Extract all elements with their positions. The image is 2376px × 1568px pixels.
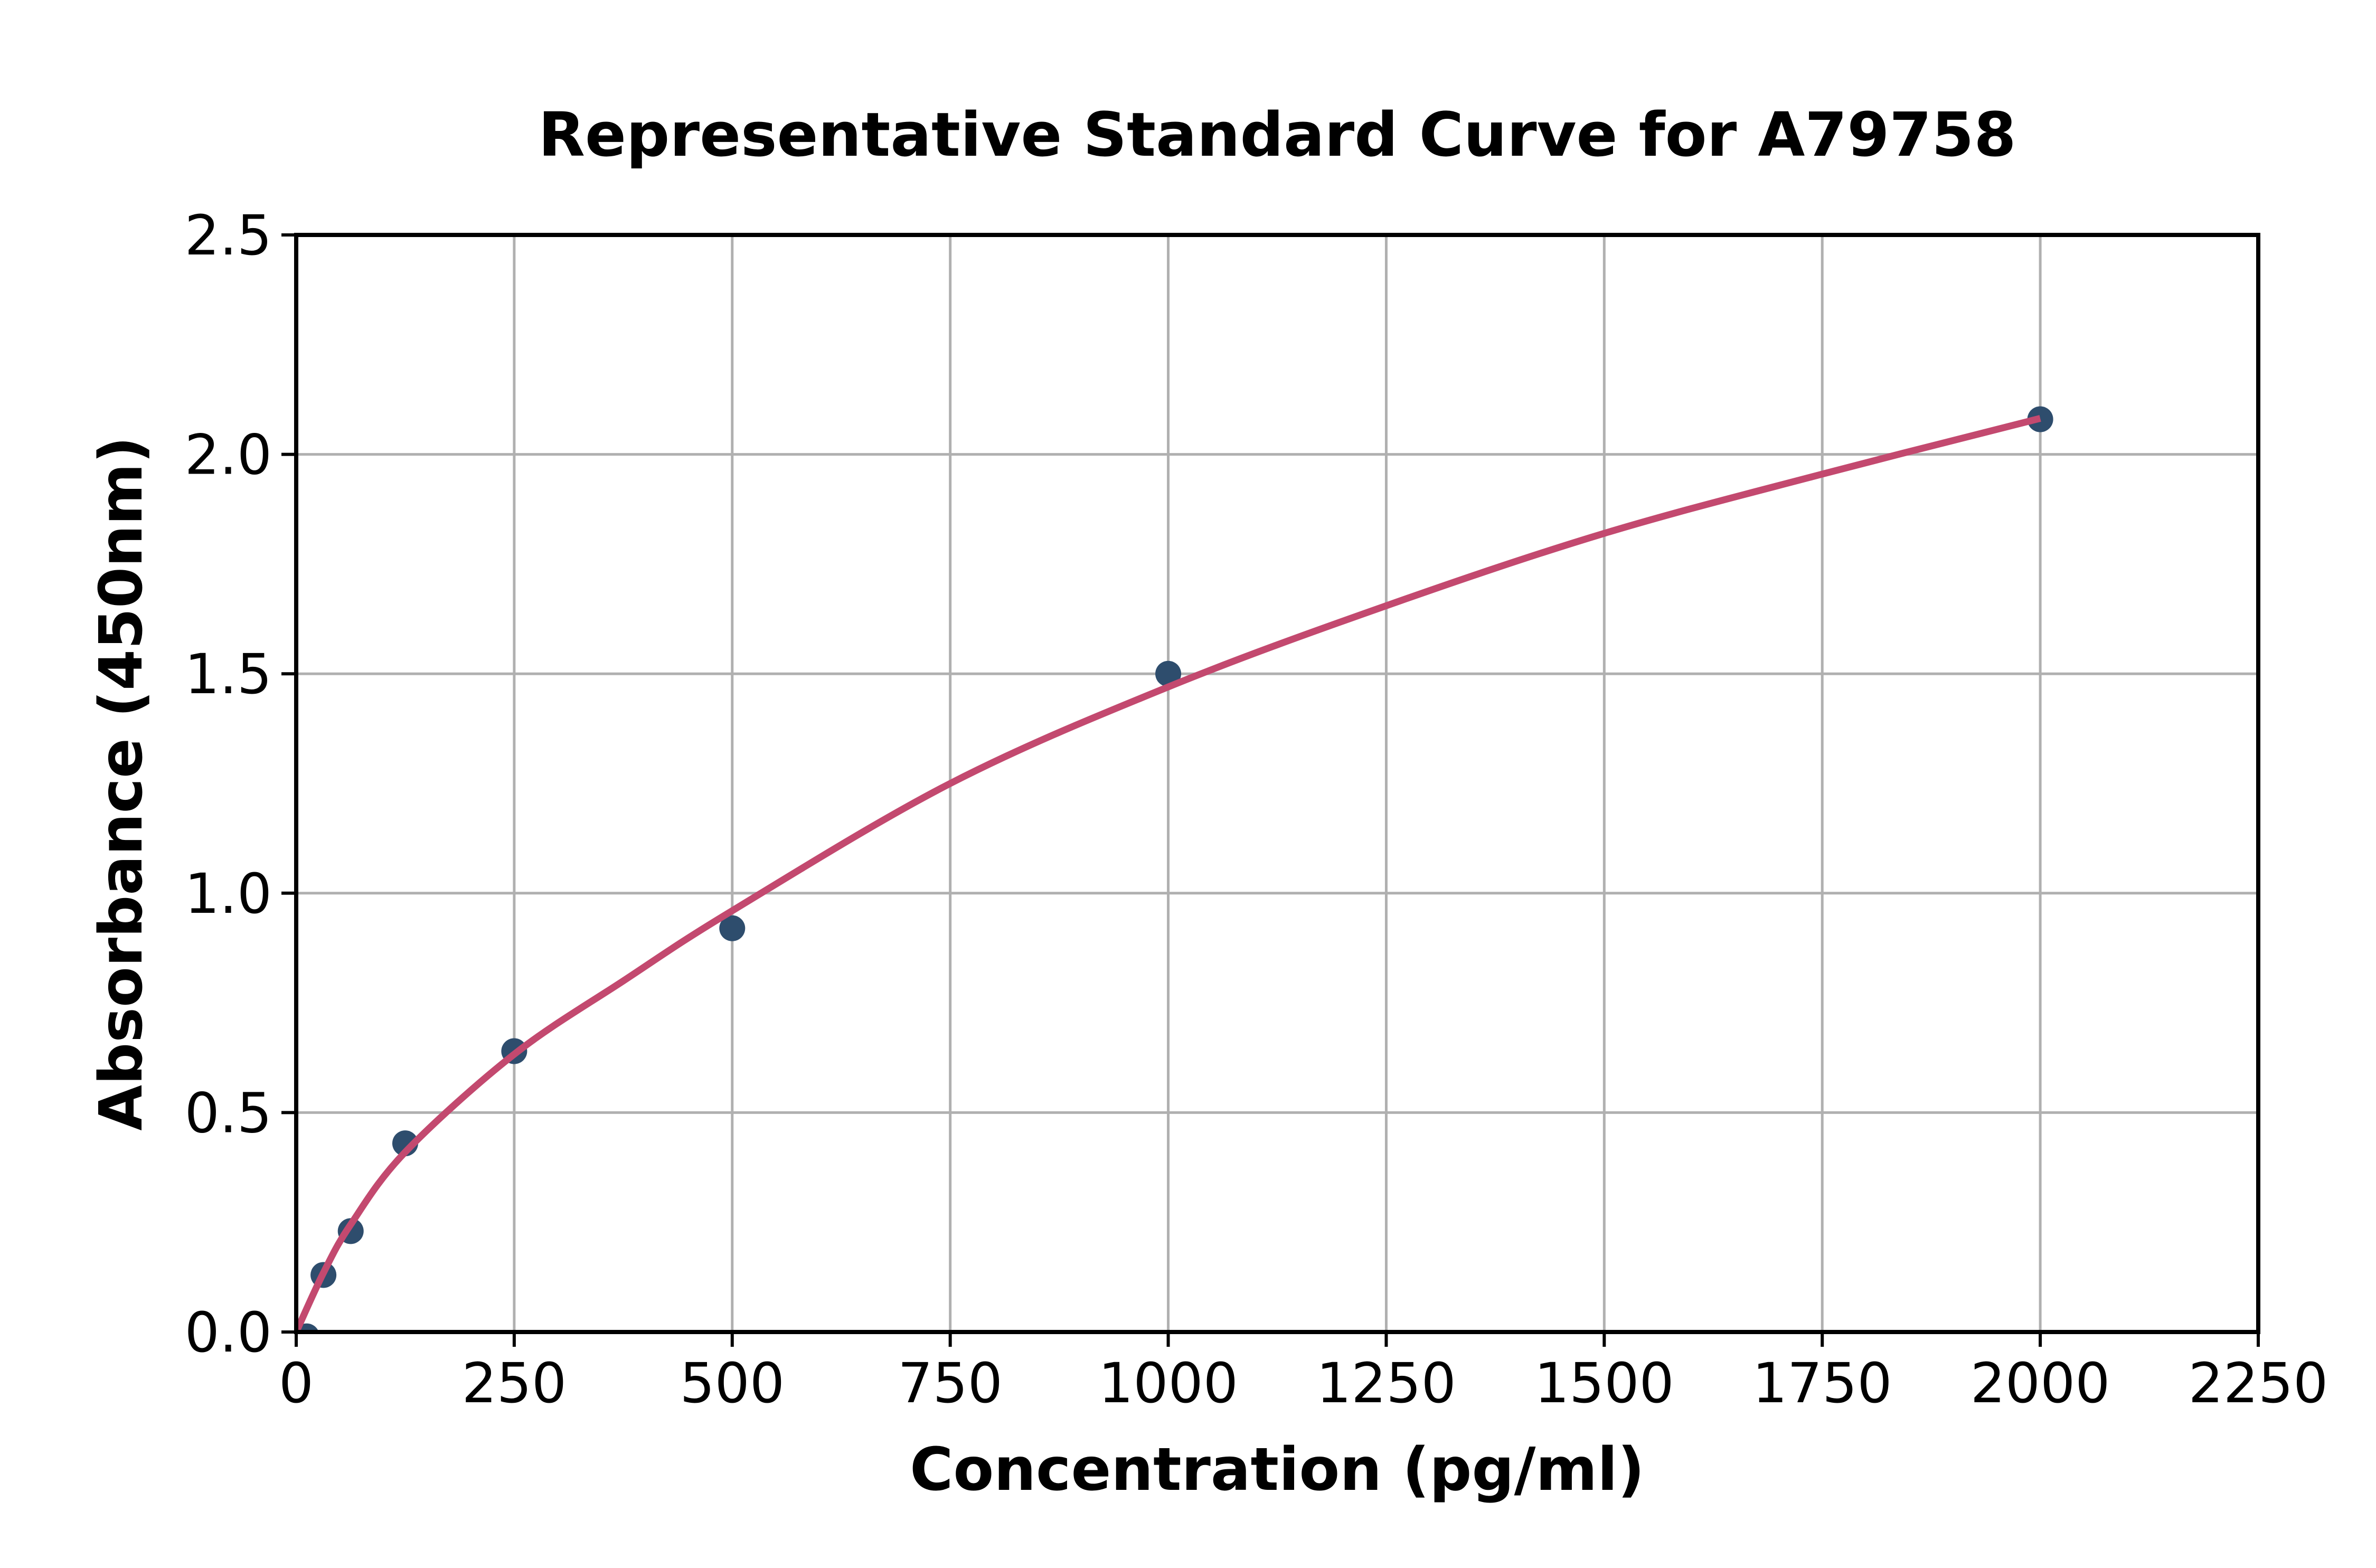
axes-layer: 0 250 500 750 1000 1250 1500 1750 2000 2250 0.0 0.5… — [185, 203, 2328, 1415]
x-tick-label-250: 250 — [462, 1351, 567, 1415]
y-tick-label-0.0: 0.0 — [185, 1300, 272, 1365]
x-tick-label-500: 500 — [680, 1351, 785, 1415]
y-tick-label-1.0: 1.0 — [185, 862, 272, 926]
data-point-500 — [719, 915, 746, 941]
x-tick-label-1500: 1500 — [1534, 1351, 1674, 1415]
plot-border — [294, 233, 2260, 1334]
x-tick-label-1750: 1750 — [1752, 1351, 1892, 1415]
fit-curve-path — [296, 415, 2041, 1332]
y-tick-label-2.0: 2.0 — [185, 423, 272, 487]
y-axis-label: Absorbance (450nm) — [87, 436, 156, 1130]
x-tick-label-750: 750 — [898, 1351, 1003, 1415]
chart-title: Representative Standard Curve for A79758 — [539, 100, 2016, 171]
x-tick-label-2000: 2000 — [1970, 1351, 2110, 1415]
y-tick-label-2.5: 2.5 — [185, 203, 272, 268]
data-point-1000 — [1155, 660, 1182, 687]
grid-layer — [295, 233, 2260, 1334]
x-axis-label: Concentration (pg/ml) — [910, 1435, 1645, 1504]
x-tick-label-1250: 1250 — [1316, 1351, 1456, 1415]
y-tick-label-0.5: 0.5 — [185, 1081, 272, 1145]
y-tick-label-1.5: 1.5 — [185, 642, 272, 706]
x-tick-label-0: 0 — [279, 1351, 314, 1415]
x-tick-label-1000: 1000 — [1098, 1351, 1238, 1415]
data-layer — [296, 406, 2053, 1332]
x-tick-label-2250: 2250 — [2189, 1351, 2328, 1415]
